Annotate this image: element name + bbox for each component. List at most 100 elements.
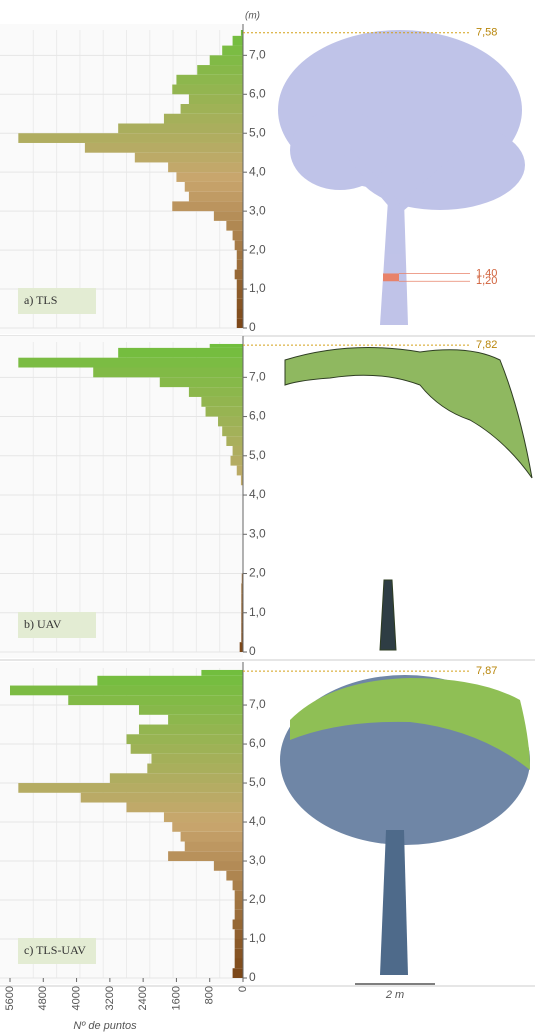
y-tick-label: 7,0: [249, 369, 266, 383]
histogram-bar: [234, 929, 243, 940]
tree-uav: [284, 347, 533, 651]
histogram-bar: [241, 593, 243, 603]
histogram-bar: [18, 133, 244, 143]
histogram-bar: [241, 602, 243, 613]
histogram-bar: [234, 948, 243, 959]
y-tick-label: 2,0: [249, 242, 266, 256]
histogram-bar: [126, 734, 243, 745]
histogram-bar: [234, 269, 243, 280]
scale-bar-label: 2 m: [385, 989, 404, 1001]
top-height-label: 7,58: [476, 27, 497, 39]
histogram-bar: [188, 191, 243, 202]
histogram-bar: [234, 890, 243, 901]
histogram-bar: [118, 123, 243, 134]
panel-label: c) TLS-UAV: [24, 943, 86, 957]
histogram-bar: [209, 55, 243, 66]
histogram-bar: [240, 475, 243, 486]
histogram-bar: [205, 406, 243, 417]
y-tick-label: 2,0: [249, 566, 266, 580]
histogram-bar: [176, 74, 243, 85]
y-tick-label: 0: [249, 644, 256, 658]
y-tick-label: 4,0: [249, 487, 266, 501]
histogram-bar: [234, 958, 243, 969]
histogram-bar: [159, 377, 243, 388]
histogram-bar: [168, 162, 243, 173]
histogram-bar: [236, 318, 243, 328]
histogram-bar: [232, 919, 243, 930]
histogram-bar: [97, 675, 243, 686]
histogram-bar: [241, 622, 243, 633]
histogram-bar: [201, 669, 243, 676]
histogram-bar: [226, 870, 243, 881]
marker-label: 1,40: [476, 267, 497, 279]
y-tick-label: 1,0: [249, 931, 266, 945]
tree-tls-uav: [280, 675, 530, 975]
histogram-bar: [180, 831, 243, 842]
panel-label-box: [18, 938, 96, 964]
histogram-bar: [126, 802, 243, 813]
histogram-bar: [234, 900, 243, 910]
y-tick-label: 6,0: [249, 736, 266, 750]
y-tick-label: 1,0: [249, 281, 266, 295]
histogram-bar: [93, 367, 243, 378]
histogram-bar: [232, 968, 243, 978]
histogram-bar: [234, 939, 243, 949]
histogram-bar: [184, 841, 243, 852]
y-tick-label: 6,0: [249, 409, 266, 423]
histogram-bar: [236, 279, 243, 290]
histogram-bar: [232, 445, 243, 456]
x-tick-label: 4800: [37, 986, 49, 1010]
histogram-bar: [232, 880, 243, 891]
histogram-bar: [236, 289, 243, 299]
marker-label: 1,20: [476, 275, 497, 287]
histogram-bar: [172, 822, 243, 832]
histogram-bar: [80, 792, 243, 803]
y-tick-label: 3,0: [249, 853, 266, 867]
sample-section: [383, 273, 399, 282]
histogram-bar: [180, 104, 243, 114]
y-tick-label: 0: [249, 320, 256, 334]
histogram-bar: [239, 642, 243, 652]
histogram-bar: [241, 573, 243, 584]
y-tick-label: 2,0: [249, 892, 266, 906]
y-tick-label: 6,0: [249, 86, 266, 100]
y-tick-label: 7,0: [249, 697, 266, 711]
histogram-bar: [213, 211, 243, 221]
histogram-bar: [218, 416, 243, 427]
histogram-bar: [213, 861, 243, 871]
histogram-bar: [188, 387, 243, 397]
y-tick-label: 3,0: [249, 526, 266, 540]
histogram-bar: [234, 240, 243, 251]
histogram-bar: [118, 347, 243, 358]
y-tick-label: 4,0: [249, 814, 266, 828]
histogram-bar: [18, 783, 244, 793]
histogram-bar: [138, 705, 243, 715]
x-tick-label: 1600: [170, 986, 182, 1010]
histogram-bar: [68, 695, 243, 706]
histogram-bar: [138, 724, 243, 735]
top-height-label: 7,87: [476, 665, 497, 677]
histogram-bar: [236, 308, 243, 319]
histogram-bar: [234, 909, 243, 920]
y-tick-label: 5,0: [249, 125, 266, 139]
y-tick-label: 1,0: [249, 605, 266, 619]
tree-tls: [278, 30, 525, 325]
histogram-bar: [236, 259, 243, 270]
y-tick-label: 4,0: [249, 164, 266, 178]
histogram-bar: [226, 436, 243, 446]
histogram-bar: [232, 35, 243, 46]
panel-label-box: [18, 612, 96, 638]
histogram-bar: [168, 851, 243, 862]
histogram-bar: [236, 298, 243, 309]
histogram-bar: [163, 113, 243, 124]
histogram-bar: [151, 753, 243, 764]
histogram-bar: [222, 45, 243, 56]
panel-label: b) UAV: [24, 617, 62, 631]
x-tick-label: 4000: [70, 986, 82, 1010]
histogram-bar: [84, 142, 244, 153]
histogram-bar: [188, 94, 243, 105]
x-axis-label: Nº de puntos: [73, 1020, 137, 1032]
histogram-bar: [201, 396, 243, 407]
panel-label-box: [18, 288, 96, 314]
